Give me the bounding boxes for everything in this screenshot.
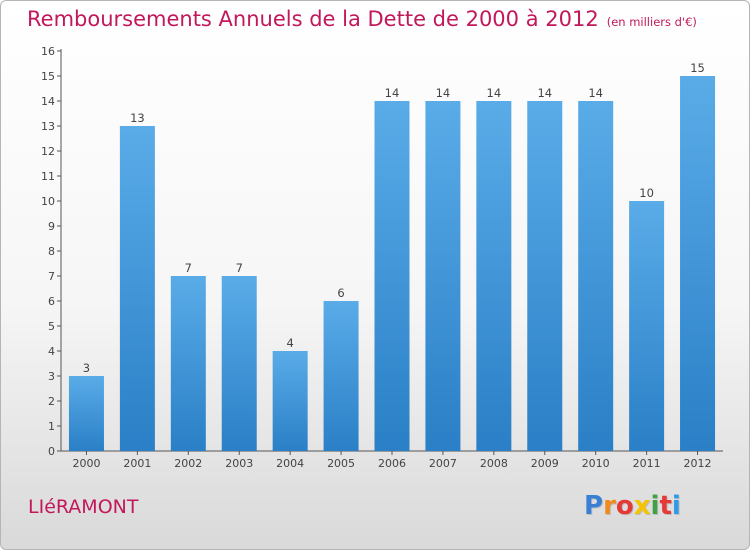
y-tick-label: 12 [41,145,55,158]
x-tick-label: 2005 [327,457,355,470]
bar-value-label: 7 [236,261,243,275]
x-tick-label: 2002 [174,457,202,470]
proxiti-logo: Proxiti [584,491,681,521]
logo-letter: t [659,491,672,521]
x-tick-label: 2009 [531,457,559,470]
town-name: LIéRAMONT [28,496,139,518]
logo-letter: r [603,491,616,521]
bar [374,101,410,451]
x-tick-label: 2000 [72,457,100,470]
logo-letter: o [615,491,634,521]
x-tick-label: 2001 [123,457,151,470]
bar [578,101,614,451]
bar [323,301,359,451]
y-tick-label: 5 [48,320,55,333]
logo-letter: i [650,491,660,521]
logo-letter: P [584,491,604,521]
bar-value-label: 14 [487,86,502,100]
bar [680,76,716,451]
y-tick-label: 4 [48,345,55,358]
x-tick-label: 2007 [429,457,457,470]
x-tick-label: 2004 [276,457,304,470]
y-tick-label: 9 [48,220,55,233]
x-tick-label: 2011 [633,457,661,470]
bar-value-label: 4 [286,336,293,350]
bar [119,126,155,451]
bar-value-label: 14 [436,86,451,100]
x-tick-label: 2003 [225,457,253,470]
logo-letter: x [633,491,651,521]
bar [68,376,104,451]
bar [272,351,308,451]
bar-value-label: 15 [690,61,705,75]
y-tick-label: 16 [41,45,55,58]
y-tick-label: 13 [41,120,55,133]
chart-subtitle: (en milliers d'€) [606,15,697,29]
bar-value-label: 10 [639,186,654,200]
x-tick-label: 2010 [582,457,610,470]
x-tick-label: 2008 [480,457,508,470]
bar-value-label: 14 [537,86,552,100]
x-tick-label: 2012 [684,457,712,470]
bar [221,276,257,451]
logo-letter: i [671,491,681,521]
bar-value-label: 14 [385,86,400,100]
y-tick-label: 7 [48,270,55,283]
bar-value-label: 14 [588,86,603,100]
x-tick-label: 2006 [378,457,406,470]
chart-title-text: Remboursements Annuels de la Dette de 20… [27,7,599,31]
bar-value-label: 6 [337,286,344,300]
bar [425,101,461,451]
y-tick-label: 0 [48,445,55,458]
bar-value-label: 7 [185,261,192,275]
bar [476,101,512,451]
bar [629,201,665,451]
y-tick-label: 1 [48,420,55,433]
bar-value-label: 13 [130,111,145,125]
bar [527,101,563,451]
y-tick-label: 10 [41,195,55,208]
y-tick-label: 2 [48,395,55,408]
bar [170,276,206,451]
y-tick-label: 3 [48,370,55,383]
y-tick-label: 6 [48,295,55,308]
y-tick-label: 15 [41,70,55,83]
bar-value-label: 3 [83,361,90,375]
y-tick-label: 14 [41,95,55,108]
y-tick-label: 11 [41,170,55,183]
y-tick-label: 8 [48,245,55,258]
chart-title: Remboursements Annuels de la Dette de 20… [27,7,697,31]
